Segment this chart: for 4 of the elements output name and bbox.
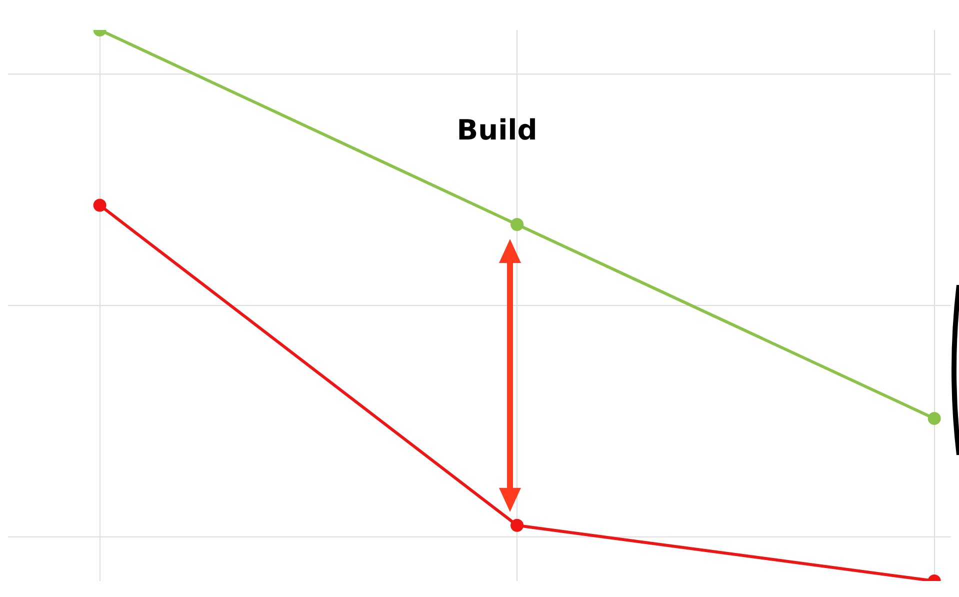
point (93, 198, 106, 212)
annotation: Build (456, 114, 538, 147)
point (510, 218, 524, 232)
point (928, 412, 941, 425)
